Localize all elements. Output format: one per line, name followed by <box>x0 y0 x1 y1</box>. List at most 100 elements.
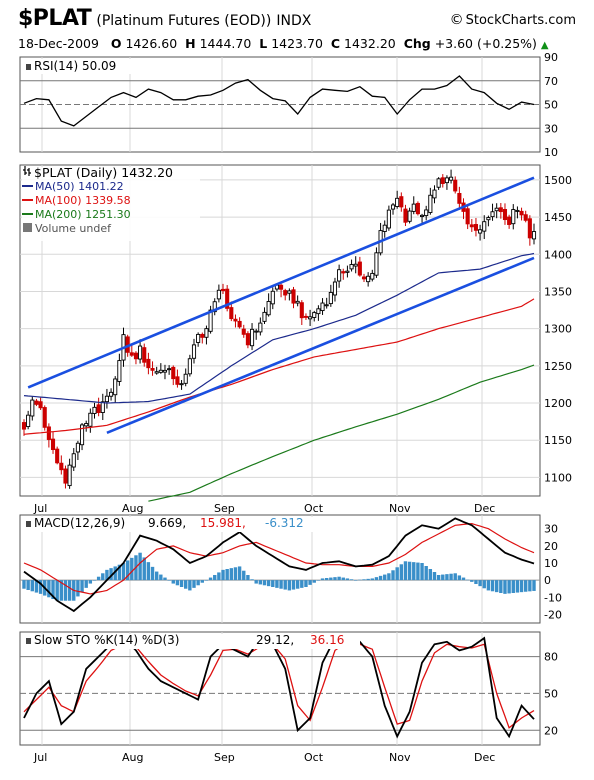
macd-histogram-bar <box>163 577 167 581</box>
rsi-label: RSI(14) 50.09 <box>34 59 116 73</box>
candle-body <box>88 412 93 427</box>
macd-histogram-bar <box>51 580 55 599</box>
macd-histogram-bar <box>246 575 250 581</box>
macd-histogram-bar <box>370 578 374 581</box>
macd-histogram-bar <box>304 580 308 587</box>
macd-histogram-bar <box>308 580 312 585</box>
candle-body <box>345 270 350 273</box>
candle-body <box>138 345 143 360</box>
macd-histogram-bar <box>188 580 192 591</box>
legend-entry: MA(200) 1251.30 <box>35 208 131 221</box>
macd-histogram-bar <box>121 563 126 581</box>
macd-histogram-bar <box>436 575 441 581</box>
month-label-lower: Nov <box>389 751 411 764</box>
macd-histogram-bar <box>515 580 520 593</box>
macd-histogram-bar <box>200 580 204 583</box>
macd-histogram-bar <box>250 579 254 581</box>
volume-bars-icon <box>23 223 32 232</box>
candle-body <box>337 269 342 282</box>
candle-body <box>324 304 329 307</box>
candle-body <box>150 368 155 371</box>
macd-histogram-bar <box>494 580 499 593</box>
macd-histogram-bar <box>407 561 412 581</box>
brand-label: © StockCharts.com <box>450 12 576 28</box>
candle-body <box>407 210 412 222</box>
price-panel-label: $PLAT (Daily) 1432.20 <box>34 165 173 180</box>
candle-body <box>341 271 346 274</box>
candle-body <box>200 333 205 338</box>
macd-histogram-bar <box>461 577 466 581</box>
macd-histogram-bar <box>80 580 84 593</box>
candle-body <box>154 371 159 374</box>
candle-body <box>490 211 495 218</box>
macd-histogram-bar <box>142 557 146 581</box>
sto-y-tick-label: 20 <box>544 724 558 737</box>
ohlc-readout: 18-Dec-2009 O 1426.60 H 1444.70 L 1423.7… <box>18 36 549 51</box>
macd-histogram-bar <box>76 580 80 597</box>
open-value: 1426.60 <box>125 36 178 51</box>
macd-histogram-bar <box>391 570 395 581</box>
sto-y-tick-label: 80 <box>544 651 558 664</box>
low-label: L <box>259 36 268 51</box>
macd-value: 9.669, <box>148 516 186 530</box>
macd-histogram-bar <box>474 580 478 584</box>
candle-body <box>167 368 172 371</box>
macd-histogram-bar <box>125 560 130 581</box>
candle-body <box>390 204 396 210</box>
candle-body <box>357 261 362 276</box>
macd-histogram-bar <box>287 580 292 591</box>
rsi-y-tick-label: 70 <box>544 75 558 88</box>
macd-histogram-bar <box>499 580 503 593</box>
sto-panel-frame <box>19 631 541 746</box>
macd-histogram-bar <box>528 580 532 592</box>
macd-histogram-bar <box>312 580 316 583</box>
macd-histogram-bar <box>258 580 263 585</box>
candle-body <box>92 406 97 414</box>
sto-y-tick-label: 50 <box>544 687 558 700</box>
candle-body <box>486 217 491 221</box>
macd-histogram-bar <box>117 564 122 581</box>
moving-average-line <box>23 298 535 435</box>
macd-histogram-bar <box>490 580 495 592</box>
candle-body <box>46 426 51 440</box>
macd-histogram-bar <box>486 580 491 591</box>
macd-y-tick-label: 10 <box>544 557 558 570</box>
candle-body <box>453 179 458 192</box>
macd-histogram-bar <box>179 580 184 587</box>
macd-histogram-bar <box>88 580 93 584</box>
macd-y-tick-label: -10 <box>544 591 562 604</box>
macd-histogram-bar <box>229 568 234 581</box>
macd-histogram-bar <box>524 580 528 592</box>
macd-panel-frame <box>19 514 541 624</box>
candle-body <box>84 423 89 427</box>
rsi-y-tick-label: 30 <box>544 122 558 135</box>
month-label-lower: Oct <box>304 751 324 764</box>
candle-body <box>419 214 425 217</box>
candle-body <box>229 307 234 320</box>
macd-histogram-bar <box>295 580 300 589</box>
candle-body <box>146 358 151 369</box>
month-label-upper: Nov <box>389 502 411 515</box>
macd-histogram-bar <box>441 574 445 581</box>
macd-histogram-bar <box>324 578 329 581</box>
chart-title: $PLAT (Platinum Futures (EOD)) INDX <box>18 6 311 31</box>
price-y-tick-label: 1100 <box>544 471 572 484</box>
candle-body <box>515 209 520 212</box>
candle-body <box>332 281 338 296</box>
candle-body <box>415 202 420 215</box>
candle-body <box>117 360 122 382</box>
candle-body <box>469 224 474 228</box>
macd-histogram-bar <box>399 564 404 581</box>
candle-body <box>523 214 528 221</box>
candle-body <box>96 404 101 413</box>
macd-histogram-bar <box>354 580 358 581</box>
macd-histogram-bar <box>113 566 117 581</box>
candle-body <box>507 216 512 225</box>
candle-body <box>395 197 400 207</box>
macd-histogram-bar <box>362 579 366 581</box>
macd-histogram-bar <box>457 575 462 581</box>
candle-body <box>399 196 404 208</box>
candle-body <box>104 395 109 403</box>
candle-body <box>171 366 176 380</box>
candle-body <box>249 328 255 347</box>
